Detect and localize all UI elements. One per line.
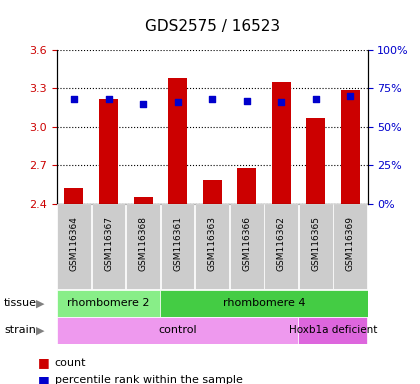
Bar [99,99,118,204]
FancyBboxPatch shape [195,204,229,289]
Point [312,96,319,102]
Point [209,96,215,102]
FancyBboxPatch shape [299,204,333,289]
Text: count: count [55,358,86,368]
Text: ▶: ▶ [36,298,44,308]
Text: percentile rank within the sample: percentile rank within the sample [55,375,242,384]
Bar [57,317,299,344]
Text: control: control [158,325,197,335]
Bar [299,317,368,344]
Point [347,93,354,99]
Bar [341,89,360,204]
Text: GDS2575 / 16523: GDS2575 / 16523 [144,19,280,34]
Text: GSM116361: GSM116361 [173,217,182,271]
Bar [57,290,160,317]
Text: GSM116363: GSM116363 [207,217,217,271]
Text: tissue: tissue [4,298,37,308]
Text: GSM116367: GSM116367 [104,217,113,271]
FancyBboxPatch shape [230,204,264,289]
FancyBboxPatch shape [57,204,91,289]
Text: GSM116362: GSM116362 [277,217,286,271]
Bar [160,290,368,317]
FancyBboxPatch shape [126,204,160,289]
Text: ■: ■ [38,356,50,369]
Text: GSM116364: GSM116364 [69,217,79,271]
FancyBboxPatch shape [264,204,298,289]
Text: GSM116369: GSM116369 [346,217,355,271]
Bar [202,180,222,204]
Text: ■: ■ [38,374,50,384]
Text: rhombomere 2: rhombomere 2 [67,298,150,308]
Bar [237,168,256,204]
Bar [168,78,187,204]
Text: GSM116366: GSM116366 [242,217,251,271]
Bar [272,82,291,204]
Bar [306,118,325,204]
Point [278,99,284,105]
Text: GSM116368: GSM116368 [139,217,147,271]
Point [174,99,181,105]
FancyBboxPatch shape [160,204,194,289]
Text: ▶: ▶ [36,325,44,335]
Text: rhombomere 4: rhombomere 4 [223,298,305,308]
Bar [134,197,152,204]
FancyBboxPatch shape [333,204,367,289]
Bar [65,188,84,204]
Text: GSM116365: GSM116365 [311,217,320,271]
Point [71,96,77,102]
Point [105,96,112,102]
Text: Hoxb1a deficient: Hoxb1a deficient [289,325,377,335]
Text: strain: strain [4,325,36,335]
FancyBboxPatch shape [92,204,126,289]
Point [140,101,147,107]
Point [243,98,250,104]
